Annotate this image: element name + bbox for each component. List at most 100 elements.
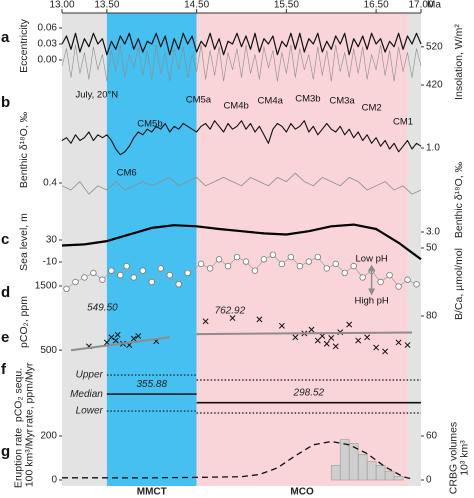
x-tick-label: 13.00 <box>49 0 74 11</box>
y-tick-label: 500 <box>40 345 57 356</box>
region-label: MMCT <box>137 487 167 498</box>
point <box>139 267 146 274</box>
annotation: CM3a <box>329 96 355 107</box>
y2-tick-label: 3.0 <box>426 227 440 238</box>
region <box>106 13 197 486</box>
y2-tick-label: 520 <box>426 41 443 52</box>
annotation: CM2 <box>362 103 382 114</box>
point <box>308 326 315 333</box>
point <box>256 316 263 323</box>
point <box>269 251 277 258</box>
annotation: CM1 <box>393 117 413 128</box>
y2-axis-label: Insolation, W/m² <box>453 24 465 100</box>
hist-bar <box>357 454 368 481</box>
y-tick-label: 1500 <box>35 281 58 292</box>
x-tick-label: 14.50 <box>184 0 209 11</box>
point <box>108 267 115 274</box>
point <box>395 339 402 346</box>
hist-bar <box>339 439 350 481</box>
value-label: 355.88 <box>136 379 167 390</box>
point <box>90 269 97 277</box>
point <box>63 285 70 292</box>
hist-bar <box>330 465 341 481</box>
y2-tick-label: 50 <box>426 243 438 254</box>
line-series <box>61 32 422 56</box>
point <box>166 272 173 279</box>
point <box>382 348 389 355</box>
y-tick-label: -10 <box>43 257 58 268</box>
line-series <box>61 223 422 261</box>
point <box>314 337 321 344</box>
point <box>404 276 411 283</box>
point <box>346 321 353 328</box>
panel-letter: b <box>1 94 10 111</box>
region-label: MCO <box>290 487 314 498</box>
annotation: CM6 <box>117 168 137 179</box>
panel-letter: c <box>1 231 9 248</box>
y2-axis-label: 10³ km³ <box>458 440 470 476</box>
point <box>148 278 155 286</box>
panel-letter: a <box>1 29 10 46</box>
region <box>62 13 107 486</box>
y-axis-label: Eccentricity <box>18 18 30 72</box>
hist-bar <box>366 461 377 481</box>
point <box>114 331 121 338</box>
annotation: July, 20°N <box>75 90 118 101</box>
annotation: Low pH <box>356 254 388 265</box>
connector-line <box>66 254 417 290</box>
hist-bar <box>384 470 395 481</box>
point <box>108 334 115 341</box>
point <box>135 333 142 340</box>
point <box>99 276 106 283</box>
line-series <box>70 336 170 352</box>
x-tick-label: 17.00 <box>408 0 433 11</box>
line-series <box>61 172 422 195</box>
point <box>350 262 357 270</box>
annotation: CM4a <box>258 96 284 107</box>
y-axis-label: 100 km³/Myr <box>23 428 35 487</box>
point <box>251 267 259 274</box>
point <box>278 260 286 268</box>
point <box>413 281 420 288</box>
y-tick-label: 0.06 <box>38 23 58 34</box>
annotation: CM5b <box>137 119 162 130</box>
point <box>229 315 236 322</box>
panel-letter: e <box>1 329 9 346</box>
point <box>260 256 268 263</box>
region <box>407 13 421 486</box>
y2-tick-label: 1.0 <box>426 143 440 154</box>
y-axis-label: pCO₂ sequ. <box>12 368 24 422</box>
point <box>278 322 285 329</box>
point <box>341 269 348 277</box>
y-axis-label: Eruption rate <box>12 428 24 488</box>
y2-tick-label: 420 <box>426 80 443 91</box>
point <box>287 253 295 261</box>
x-tick-label: 15.50 <box>274 0 299 11</box>
point <box>292 334 299 341</box>
point <box>175 281 182 288</box>
line-series <box>62 440 413 480</box>
point <box>157 265 164 272</box>
point <box>242 258 250 265</box>
point <box>81 274 88 281</box>
y-tick-label: 0 <box>51 475 57 486</box>
point <box>123 262 130 270</box>
point <box>72 278 79 286</box>
annotation: CM3b <box>295 94 320 105</box>
point <box>319 333 326 340</box>
point <box>314 253 321 261</box>
point <box>377 278 384 286</box>
y-tick-label: 0.4 <box>43 178 57 189</box>
point <box>395 283 402 290</box>
x-tick-label: 13.50 <box>94 0 119 11</box>
y2-tick-label: 80 <box>426 311 438 322</box>
point <box>332 343 339 350</box>
y-tick-label: 200 <box>40 431 57 442</box>
point <box>364 334 371 341</box>
panel-letter: g <box>1 443 10 460</box>
x-axis-label: Ma <box>427 0 441 11</box>
annotation: CM4b <box>223 101 248 112</box>
point <box>386 272 393 279</box>
